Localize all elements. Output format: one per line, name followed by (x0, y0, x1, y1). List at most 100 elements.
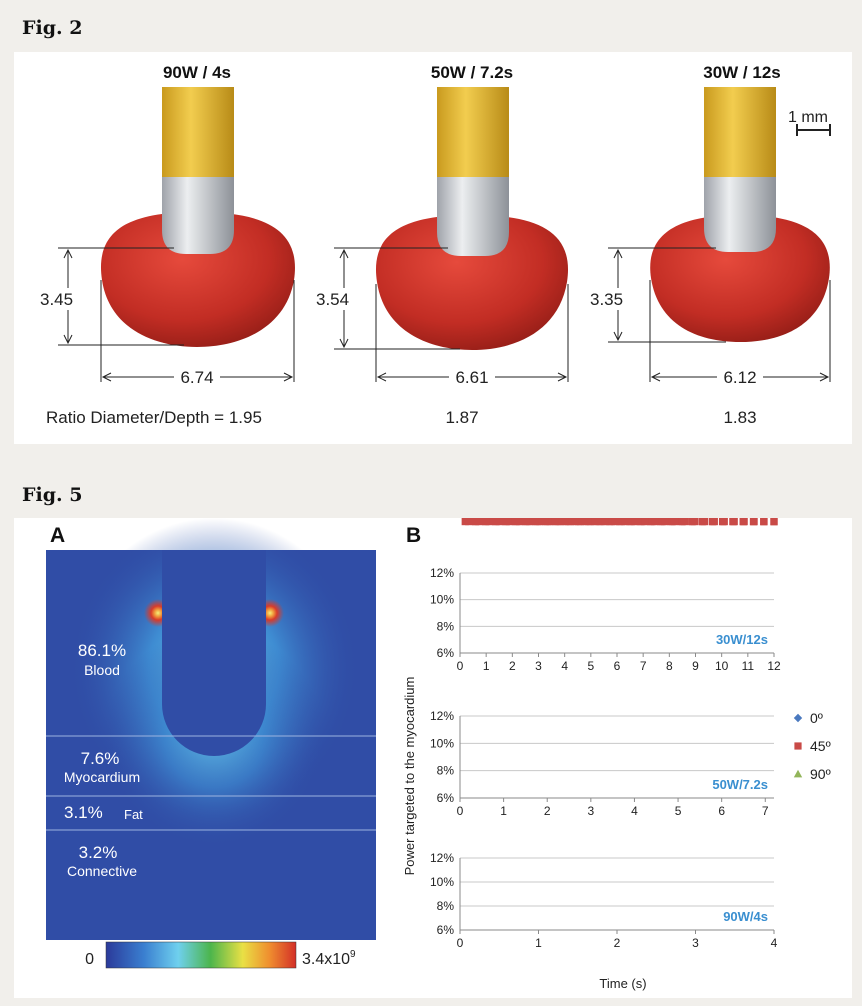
data-point (631, 518, 639, 526)
data-point (770, 518, 778, 526)
x-axis-label: Time (s) (599, 976, 646, 991)
legend-label: 45º (810, 738, 831, 754)
fig2-panel: 1 mm 90W / 4s (14, 52, 852, 444)
diameter-label-bg (174, 366, 220, 388)
depth-label-bg (314, 288, 354, 310)
y-tick-label: 12% (430, 851, 454, 865)
diameter-label: 6.61 (455, 368, 488, 387)
x-tick-label: 0 (457, 659, 464, 673)
tissue-pct: 3.1% (64, 803, 103, 822)
catheter-shaft (437, 87, 509, 177)
x-tick-label: 9 (692, 659, 699, 673)
data-point (601, 518, 609, 526)
depth-dimension (608, 247, 831, 382)
data-point (597, 518, 605, 526)
y-tick-label: 12% (430, 566, 454, 580)
x-tick-label: 2 (509, 659, 516, 673)
x-tick-label: 5 (675, 804, 682, 818)
data-point (521, 518, 530, 526)
data-point (793, 769, 803, 778)
data-point (472, 518, 480, 526)
lesion-shape (375, 215, 569, 350)
tissue-pct: 3.2% (79, 843, 118, 862)
fig5-figure: A 86.1% Blood 7.6% Myocardium 3.1% Fat 3… (46, 518, 831, 991)
data-point (491, 518, 500, 526)
x-tick-label: 2 (544, 804, 551, 818)
data-point (670, 518, 679, 526)
lesion-title: 90W / 4s (163, 63, 231, 82)
x-tick-label: 2 (614, 936, 621, 950)
data-point (511, 518, 520, 526)
y-tick-label: 10% (430, 593, 454, 607)
data-point (566, 518, 575, 526)
catheter-tip (704, 177, 776, 252)
data-point (641, 518, 649, 526)
fig5-label: Fig. 5 (22, 484, 83, 506)
depth-label: 3.54 (316, 290, 349, 309)
legend-item: 90º (793, 766, 831, 782)
legend-item: 0º (793, 710, 823, 726)
legend-item: 45º (794, 738, 831, 754)
data-point (556, 518, 564, 526)
data-point (611, 518, 619, 526)
data-point (720, 518, 728, 526)
series-45º (472, 518, 778, 526)
data-point (730, 518, 738, 526)
data-point (531, 518, 539, 526)
y-tick-label: 12% (430, 709, 454, 723)
x-tick-label: 1 (535, 936, 542, 950)
x-tick-label: 1 (483, 659, 490, 673)
tissue-name: Fat (124, 807, 143, 822)
y-tick-label: 6% (437, 646, 455, 660)
x-tick-label: 6 (718, 804, 725, 818)
x-tick-label: 4 (771, 936, 778, 950)
data-point (526, 518, 534, 526)
y-tick-label: 8% (437, 764, 455, 778)
depth-label-bg (38, 288, 78, 310)
x-tick-label: 4 (631, 804, 638, 818)
lesion-shape (100, 212, 295, 347)
catheter-silhouette (162, 550, 266, 756)
panel-b-label: B (406, 524, 421, 547)
data-point (541, 518, 549, 526)
tissue-name: Myocardium (64, 769, 140, 785)
tissue-name: Blood (84, 662, 120, 678)
lesion-title: 50W / 7.2s (431, 63, 513, 82)
tissue-name: Connective (67, 863, 137, 879)
ratio-label: Ratio Diameter/Depth = (46, 408, 229, 427)
legend-label: 0º (810, 710, 823, 726)
lesion-group-1: 90W / 4s 3.45 6.74 (38, 63, 295, 388)
x-tick-label: 7 (640, 659, 647, 673)
colorbar-min: 0 (85, 951, 94, 968)
depth-dimension (58, 247, 295, 382)
x-tick-label: 3 (692, 936, 699, 950)
legend: 0º 45º 90º (793, 710, 831, 782)
ratio-value: 1.87 (445, 408, 478, 427)
data-point (740, 518, 748, 526)
panel-a-label: A (50, 524, 65, 547)
catheter-tip (437, 177, 509, 256)
data-point (680, 518, 689, 526)
data-point (482, 518, 490, 526)
data-point (561, 518, 569, 526)
data-point (760, 518, 768, 526)
chart-title: 30W/12s (716, 632, 768, 647)
y-axis-label: Power targeted to the myocardium (402, 677, 417, 876)
data-point (587, 518, 595, 526)
x-tick-label: 11 (742, 659, 755, 673)
catheter-shaft (162, 87, 234, 177)
y-tick-label: 6% (437, 923, 455, 937)
legend-label: 90º (810, 766, 831, 782)
chart-title: 90W/4s (723, 909, 768, 924)
diameter-label: 6.74 (180, 368, 213, 387)
data-point (621, 518, 629, 526)
data-point (551, 518, 559, 526)
y-tick-label: 8% (437, 899, 455, 913)
colorbar: 0 3.4x109 (85, 941, 356, 969)
x-tick-label: 6 (614, 659, 621, 673)
data-point (581, 518, 589, 526)
y-tick-label: 8% (437, 619, 455, 633)
x-tick-label: 8 (666, 659, 673, 673)
